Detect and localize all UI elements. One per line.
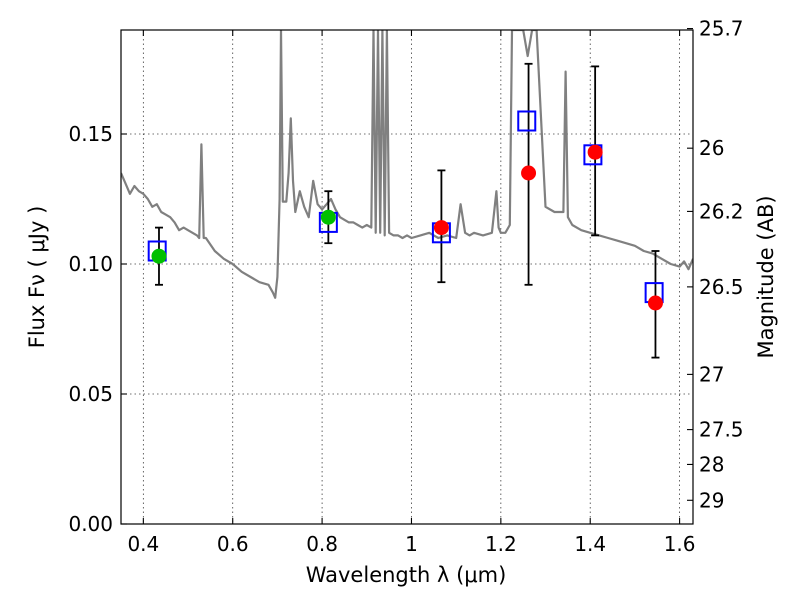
axes-ticks: 0.4 0.6 0.8 1 1.2 1.4 1.6 0.00 0.05 0.10 0.15 25.7 2… [68,17,743,556]
grid [121,30,693,525]
sed-model-line [121,30,693,299]
y-tick-label: 0.15 [68,122,113,146]
right-tick-label: 28 [699,452,724,476]
x-tick-label: 0.8 [306,532,338,556]
y-tick-label: 0.00 [68,512,113,536]
data-point [647,295,663,311]
data-point [521,165,537,181]
x-tick-label: 1.4 [574,532,606,556]
model-square [517,110,537,132]
y-axis-label: Flux Fν ( μJy ) [25,206,49,349]
x-tick-label: 1 [405,532,418,556]
right-tick-label: 25.7 [699,17,744,41]
x-axis-label: Wavelength λ (μm) [306,563,507,587]
data-point [320,209,336,225]
x-tick-label: 0.6 [217,532,249,556]
x-tick-label: 1.6 [664,532,696,556]
right-axis-label: Magnitude (AB) [754,195,778,358]
right-tick-label: 26 [699,136,724,160]
right-tick-label: 29 [699,488,724,512]
plot-frame [120,29,694,525]
right-tick-label: 27 [699,362,724,386]
data-point [433,220,449,236]
plot-area [121,30,693,359]
x-tick-label: 1.2 [485,532,517,556]
y-tick-label: 0.10 [68,252,113,276]
y-tick-label: 0.05 [68,382,113,406]
right-tick-label: 26.5 [699,275,744,299]
x-tick-label: 0.4 [127,532,159,556]
right-tick-label: 26.2 [699,199,744,223]
data-point [151,248,167,264]
right-tick-label: 27.5 [699,418,744,442]
data-point [587,144,603,160]
